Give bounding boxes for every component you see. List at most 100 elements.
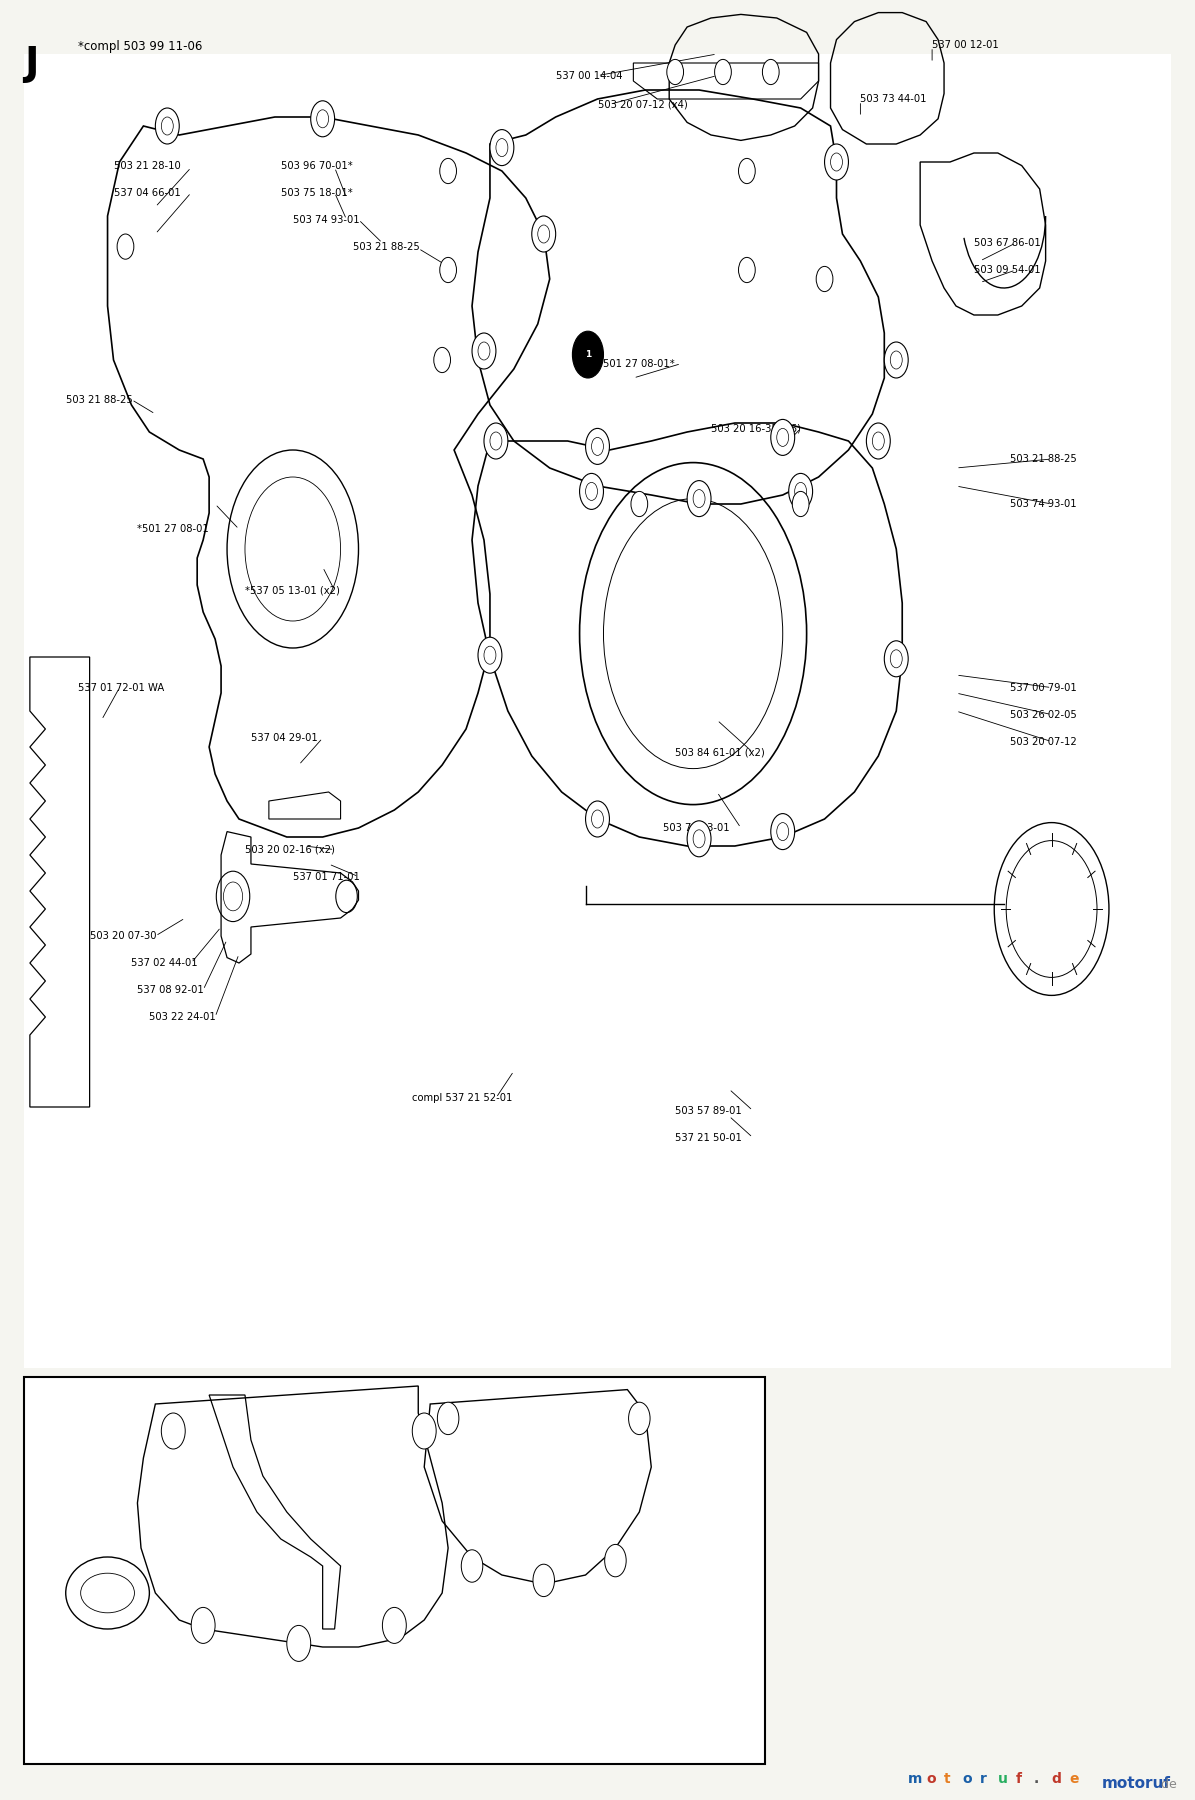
Text: 503 21 88-25: 503 21 88-25 <box>66 394 133 405</box>
Text: 537 04 29-01: 537 04 29-01 <box>251 733 318 743</box>
Text: ①537 03 39-01: ①537 03 39-01 <box>442 1413 551 1426</box>
Circle shape <box>884 641 908 677</box>
Text: r: r <box>980 1771 987 1786</box>
Text: motoruf: motoruf <box>1102 1777 1171 1791</box>
Text: 537 02 44-01: 537 02 44-01 <box>131 958 198 968</box>
Circle shape <box>884 342 908 378</box>
Text: 537 00 14-04: 537 00 14-04 <box>556 70 623 81</box>
Text: 503 74 93-01: 503 74 93-01 <box>663 823 730 833</box>
Text: 537 00 12-01: 537 00 12-01 <box>932 40 999 50</box>
Circle shape <box>484 423 508 459</box>
Text: u: u <box>998 1771 1007 1786</box>
Text: 503 20 07-12 (x4): 503 20 07-12 (x4) <box>598 99 687 110</box>
Circle shape <box>687 821 711 857</box>
Circle shape <box>382 1607 406 1643</box>
Text: 501 27 08-01*: 501 27 08-01* <box>603 358 675 369</box>
Text: 503 67 86-01: 503 67 86-01 <box>974 238 1041 248</box>
Text: 1: 1 <box>584 349 592 358</box>
Circle shape <box>771 419 795 455</box>
Text: .: . <box>1034 1771 1038 1786</box>
Circle shape <box>629 1402 650 1435</box>
Text: d: d <box>1052 1771 1061 1786</box>
Text: *537 05 13-01 (x2): *537 05 13-01 (x2) <box>245 585 339 596</box>
Text: Set of gaskets: Set of gaskets <box>442 1534 550 1546</box>
Text: 503 20 07-12: 503 20 07-12 <box>1010 736 1077 747</box>
Text: 503 73 44-01: 503 73 44-01 <box>860 94 927 104</box>
Circle shape <box>440 257 456 283</box>
Text: 503 20 02-16 (x2): 503 20 02-16 (x2) <box>245 844 335 855</box>
Text: 503 57 89-01: 503 57 89-01 <box>675 1105 742 1116</box>
FancyBboxPatch shape <box>24 1377 765 1764</box>
Circle shape <box>461 1550 483 1582</box>
Circle shape <box>117 234 134 259</box>
Text: m: m <box>908 1771 923 1786</box>
Circle shape <box>739 257 755 283</box>
Circle shape <box>866 423 890 459</box>
Text: .de: .de <box>1157 1778 1177 1791</box>
Circle shape <box>715 59 731 85</box>
Text: 537 01 71-01: 537 01 71-01 <box>293 871 360 882</box>
Text: o: o <box>962 1771 972 1786</box>
Circle shape <box>155 108 179 144</box>
Text: *compl 503 99 11-06: *compl 503 99 11-06 <box>78 40 202 52</box>
Circle shape <box>580 473 603 509</box>
Text: f: f <box>1016 1771 1022 1786</box>
Circle shape <box>739 158 755 184</box>
Circle shape <box>792 491 809 517</box>
Text: Juego de juntas: Juego de juntas <box>442 1706 558 1719</box>
Text: 537 00 79-01: 537 00 79-01 <box>1010 682 1077 693</box>
Circle shape <box>440 158 456 184</box>
Circle shape <box>311 101 335 137</box>
Text: compl 537 21 52-01: compl 537 21 52-01 <box>412 1093 513 1103</box>
Circle shape <box>825 144 848 180</box>
Circle shape <box>667 59 684 85</box>
Circle shape <box>631 491 648 517</box>
Text: 503 74 93-01: 503 74 93-01 <box>293 214 360 225</box>
Circle shape <box>572 331 603 378</box>
Circle shape <box>816 266 833 292</box>
Circle shape <box>586 801 609 837</box>
Circle shape <box>437 1402 459 1435</box>
Text: t: t <box>944 1771 951 1786</box>
Text: 537 21 50-01: 537 21 50-01 <box>675 1132 742 1143</box>
Text: 537 08 92-01: 537 08 92-01 <box>137 985 204 995</box>
Text: 503 22 24-01: 503 22 24-01 <box>149 1012 216 1022</box>
Text: 503 21 88-25: 503 21 88-25 <box>353 241 419 252</box>
Text: o: o <box>926 1771 936 1786</box>
Text: *501 27 08-01: *501 27 08-01 <box>137 524 209 535</box>
Circle shape <box>287 1625 311 1661</box>
Circle shape <box>605 1544 626 1577</box>
Text: 503 84 61-01 (x2): 503 84 61-01 (x2) <box>675 747 765 758</box>
Circle shape <box>412 1413 436 1449</box>
Circle shape <box>434 347 451 373</box>
Text: Packningssats: Packningssats <box>442 1476 549 1489</box>
Text: Dichtungssatz: Dichtungssatz <box>442 1591 549 1604</box>
Text: 503 20 16-35 (x6): 503 20 16-35 (x6) <box>711 423 801 434</box>
Circle shape <box>789 473 813 509</box>
Text: 503 09 54-01: 503 09 54-01 <box>974 265 1041 275</box>
Circle shape <box>762 59 779 85</box>
Circle shape <box>490 130 514 166</box>
Circle shape <box>586 428 609 464</box>
Circle shape <box>161 1413 185 1449</box>
Text: 503 20 07-30: 503 20 07-30 <box>90 931 157 941</box>
Text: e: e <box>1070 1771 1079 1786</box>
Text: J: J <box>24 45 38 83</box>
Text: 503 26 02-05: 503 26 02-05 <box>1010 709 1077 720</box>
Circle shape <box>478 637 502 673</box>
Text: 503 21 88-25: 503 21 88-25 <box>1010 454 1077 464</box>
Text: 537 04 66-01: 537 04 66-01 <box>114 187 180 198</box>
Text: 503 21 28-10: 503 21 28-10 <box>114 160 180 171</box>
Circle shape <box>533 1564 554 1597</box>
Circle shape <box>191 1607 215 1643</box>
Circle shape <box>532 216 556 252</box>
Text: Jeu de joints: Jeu de joints <box>442 1649 535 1661</box>
Bar <box>24 54 1171 1368</box>
Text: 503 74 93-01: 503 74 93-01 <box>1010 499 1077 509</box>
Circle shape <box>771 814 795 850</box>
Circle shape <box>472 333 496 369</box>
Text: 503 96 70-01*: 503 96 70-01* <box>281 160 353 171</box>
Text: 537 01 72-01 WA: 537 01 72-01 WA <box>78 682 164 693</box>
Circle shape <box>687 481 711 517</box>
Text: 503 75 18-01*: 503 75 18-01* <box>281 187 353 198</box>
